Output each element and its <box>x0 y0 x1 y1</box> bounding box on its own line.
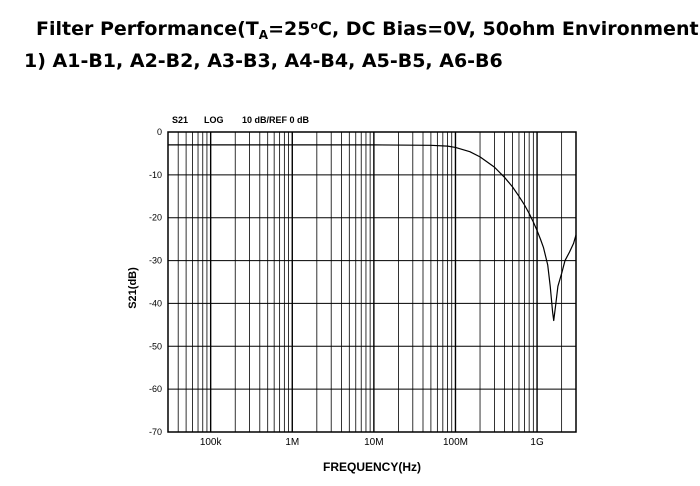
y-tick-label: -40 <box>149 298 162 308</box>
series-layer <box>168 144 577 322</box>
header-s21: S21 <box>172 115 188 125</box>
plot-frame <box>167 131 577 433</box>
y-tick-label: -50 <box>149 341 162 351</box>
x-tick-label: 100k <box>200 437 223 448</box>
heading-degree: o <box>310 19 319 32</box>
x-axis-label: FREQUENCY(Hz) <box>323 460 421 474</box>
header-log: LOG <box>204 115 224 125</box>
x-tick-label: 1G <box>530 437 544 448</box>
grid-lines <box>168 132 576 432</box>
series-line <box>168 144 577 322</box>
y-tick-label: -70 <box>149 427 162 437</box>
y-tick-label: -10 <box>149 170 162 180</box>
heading-temperature: =25 <box>268 18 311 40</box>
y-tick-label: 0 <box>157 127 162 137</box>
y-tick-label: -20 <box>149 213 162 223</box>
x-tick-label: 100M <box>443 437 468 448</box>
axis-labels: 0 -10 -20 -30 -40 -50 -60 -70 100k 1M 10M 100M 1G <box>149 127 544 448</box>
chart-heading-line1: Filter Performance(TA=25oC, DC Bias=0V, … <box>36 16 700 42</box>
heading-prefix: Filter Performance(T <box>36 18 259 40</box>
header-ref: 10 dB/REF 0 dB <box>242 115 310 125</box>
chart-heading-line2: 1) A1-B1, A2-B2, A3-B3, A4-B4, A5-B5, A6… <box>24 50 503 72</box>
heading-suffix: C, DC Bias=0V, 50ohm Environment) <box>318 18 700 40</box>
heading-subscript: A <box>258 28 269 42</box>
y-axis-label: S21(dB) <box>127 267 139 309</box>
x-tick-label: 1M <box>285 437 299 448</box>
y-tick-label: -30 <box>149 256 162 266</box>
x-tick-label: 10M <box>364 437 383 448</box>
y-tick-label: -60 <box>149 384 162 394</box>
